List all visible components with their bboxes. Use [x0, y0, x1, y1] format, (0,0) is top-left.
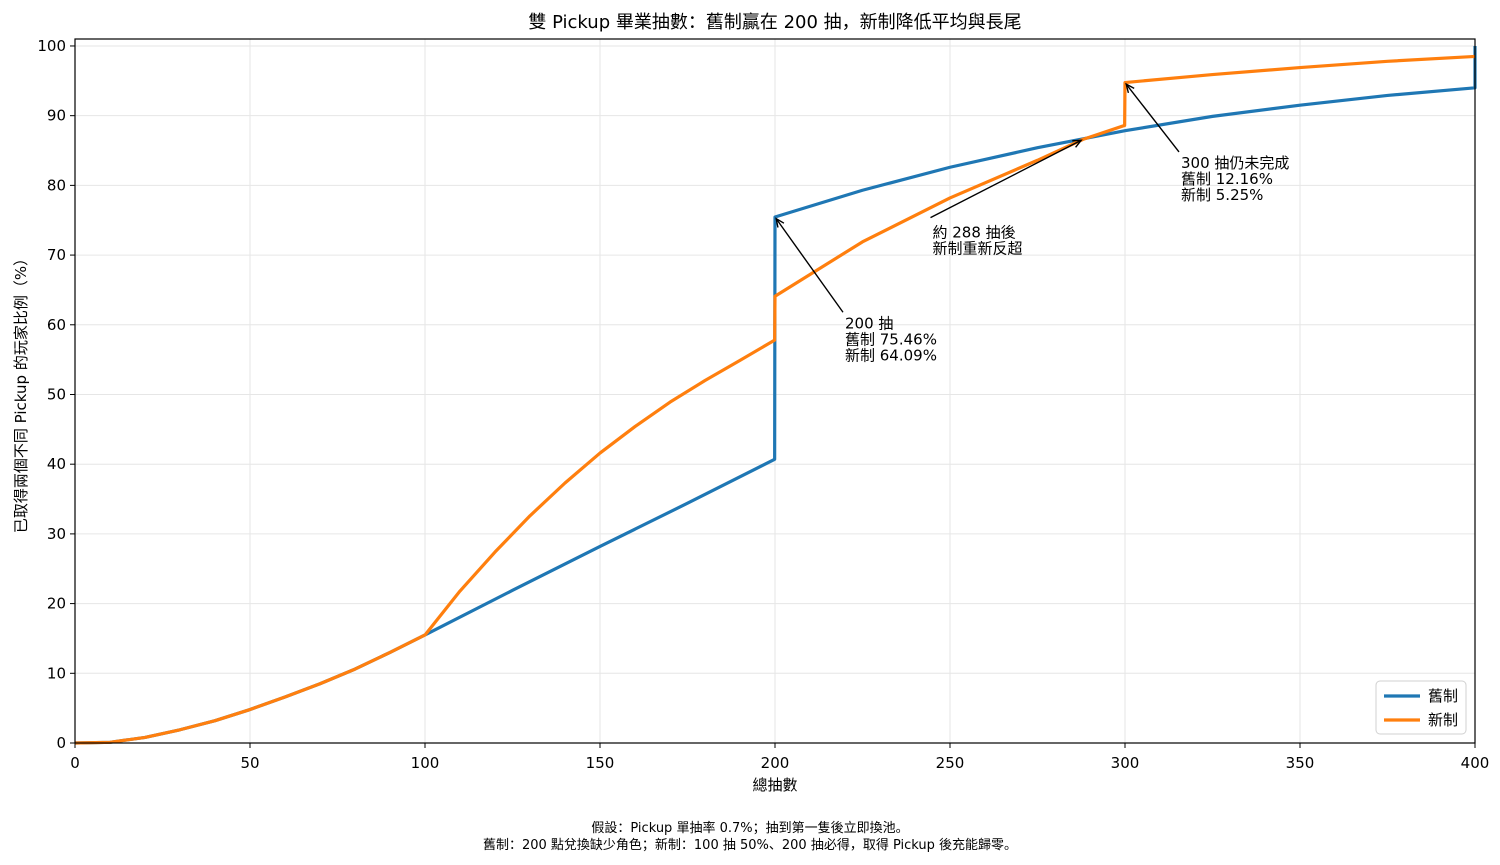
y-tick-label: 100: [37, 37, 66, 55]
ticks: 0 50 100 150 200 250 300 350 400 0 10 20 30 40 50 60 70 8…: [37, 37, 1489, 772]
x-tick-label: 300: [1111, 754, 1140, 772]
annotation-text-2: 新制重新反超: [933, 240, 1023, 258]
y-tick-label: 50: [47, 385, 66, 403]
annotation-text-1: 舊制 75.46%: [845, 330, 937, 348]
series-line-2: [74, 54, 1476, 745]
y-tick-label: 30: [47, 525, 66, 543]
x-tick-label: 150: [586, 754, 615, 772]
annotation-text-1: 200 抽: [845, 314, 893, 332]
y-tick-label: 80: [47, 176, 66, 194]
footnote-line-2: 舊制：200 點兌換缺少角色；新制：100 抽 50%、200 抽必得，取得 P…: [483, 837, 1017, 853]
annotation-text-3: 300 抽仍未完成: [1181, 154, 1289, 172]
y-tick-label: 20: [47, 595, 66, 613]
y-tick-label: 0: [56, 734, 66, 752]
x-tick-label: 250: [936, 754, 965, 772]
annotation-text-2: 約 288 抽後: [933, 224, 1016, 242]
chart-title: 雙 Pickup 畢業抽數：舊制贏在 200 抽，新制降低平均與長尾: [528, 12, 1021, 33]
y-tick-label: 40: [47, 455, 66, 473]
annotation-text-3: 新制 5.25%: [1181, 186, 1263, 204]
annotation-arrowhead-2: [1072, 139, 1083, 148]
legend-label-1: 舊制: [1428, 687, 1458, 705]
annotation-arrowhead-3: [1125, 82, 1135, 94]
y-tick-label: 70: [47, 246, 66, 264]
annotation-arrow-3: [1125, 83, 1180, 153]
x-tick-label: 200: [761, 754, 790, 772]
annotation-arrow-2: [930, 139, 1082, 219]
x-axis-label: 總抽數: [752, 776, 797, 794]
annotation-text-1: 新制 64.09%: [845, 346, 937, 364]
x-tick-label: 0: [70, 754, 80, 772]
x-tick-label: 50: [240, 754, 259, 772]
y-axis-label: 已取得兩個不同 Pickup 的玩家比例（%）: [12, 251, 30, 533]
y-tick-label: 90: [47, 107, 66, 125]
series-layer: [74, 45, 1477, 745]
x-tick-label: 100: [411, 754, 440, 772]
x-tick-label: 400: [1461, 754, 1490, 772]
annotation-arrowhead-1: [775, 217, 785, 228]
legend-label-2: 新制: [1428, 711, 1458, 729]
annotation-arrow-1: [775, 218, 844, 313]
y-tick-label: 60: [47, 316, 66, 334]
annotation-text-3: 舊制 12.16%: [1181, 170, 1273, 188]
footnote-line-1: 假設：Pickup 單抽率 0.7%；抽到第一隻後立即換池。: [591, 820, 908, 836]
x-tick-label: 350: [1286, 754, 1315, 772]
y-tick-label: 10: [47, 664, 66, 682]
